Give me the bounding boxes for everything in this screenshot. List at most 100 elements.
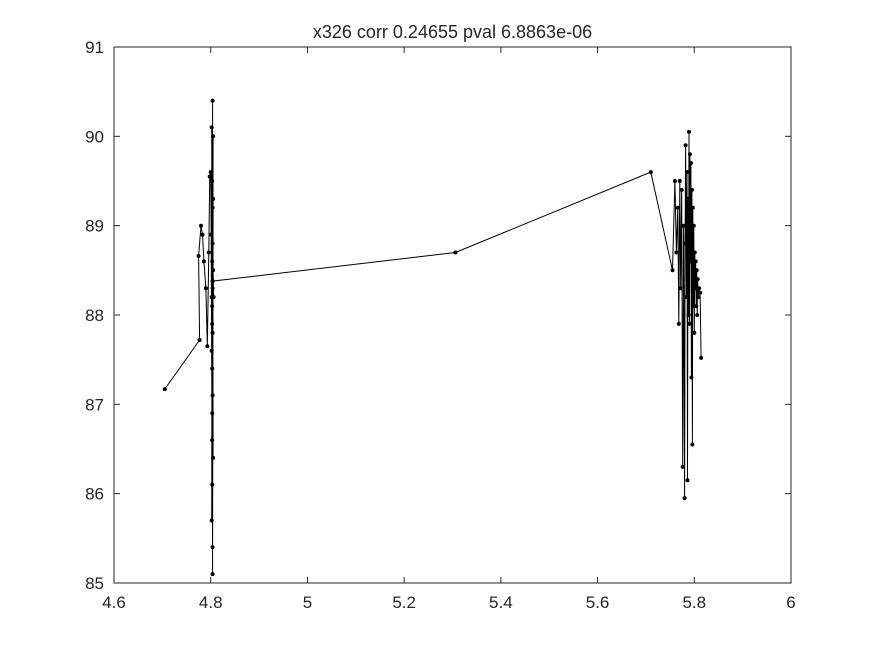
- y-tick-label: 85: [85, 574, 104, 593]
- data-point: [693, 259, 698, 264]
- data-point: [695, 313, 700, 317]
- data-point: [211, 455, 216, 460]
- data-point: [210, 482, 215, 487]
- data-point: [689, 375, 694, 380]
- data-point: [685, 170, 689, 175]
- data-point: [690, 205, 695, 210]
- data-point: [648, 170, 653, 175]
- data-point: [203, 286, 208, 291]
- data-point: [692, 330, 697, 335]
- x-tick-label: 5.4: [489, 593, 513, 612]
- data-point: [210, 259, 215, 264]
- data-point: [210, 393, 215, 398]
- x-tick-label: 5.2: [392, 593, 416, 612]
- y-axis: 85 86 87 88 89 90 91: [85, 38, 791, 593]
- data-point: [675, 205, 680, 210]
- data-point: [681, 223, 686, 228]
- data-point: [209, 348, 214, 353]
- data-point: [674, 250, 679, 255]
- data-point: [210, 438, 215, 443]
- data-point: [679, 187, 684, 192]
- data-point: [685, 478, 690, 483]
- data-point: [206, 250, 211, 255]
- data-point: [210, 179, 215, 183]
- x-tick-label: 5.6: [586, 593, 610, 612]
- series-line: [164, 100, 702, 575]
- data-point: [676, 321, 681, 326]
- data-point: [687, 129, 691, 134]
- data-point: [210, 98, 215, 103]
- data-point: [199, 223, 203, 228]
- data-point: [208, 170, 213, 175]
- data-point: [207, 174, 212, 179]
- data-point: [680, 464, 685, 469]
- data-point: [686, 196, 690, 201]
- data-point: [205, 344, 210, 349]
- x-axis: 4.6 4.8 5 5.2 5.4 5.6 5.8 6: [102, 47, 796, 612]
- data-point: [687, 152, 692, 157]
- data-point: [689, 187, 694, 192]
- data-point: [210, 411, 215, 416]
- data-point: [210, 330, 215, 335]
- data-point: [691, 223, 696, 228]
- y-tick-label: 91: [85, 38, 104, 57]
- data-point: [211, 134, 216, 139]
- x-tick-label: 4.6: [102, 593, 126, 612]
- data-point: [684, 295, 689, 300]
- data-point: [209, 232, 214, 237]
- y-tick-label: 86: [85, 485, 104, 504]
- data-point: [196, 254, 201, 258]
- data-point: [698, 290, 703, 295]
- data-point: [211, 295, 216, 300]
- data-point: [687, 321, 692, 326]
- data-point: [210, 304, 215, 309]
- data-point: [690, 442, 695, 447]
- plot-area: [113, 46, 792, 584]
- data-point: [692, 250, 697, 255]
- data-point: [696, 295, 701, 300]
- data-point: [683, 241, 688, 246]
- data-point: [697, 286, 702, 291]
- data-point: [162, 387, 167, 392]
- data-point: [200, 232, 205, 237]
- data-point: [670, 268, 675, 273]
- data-point: [678, 286, 683, 291]
- data-point: [694, 268, 699, 273]
- y-tick-label: 88: [85, 306, 104, 325]
- data-point: [688, 161, 693, 166]
- data-point: [672, 179, 677, 183]
- data-point: [699, 355, 704, 360]
- data-point: [682, 496, 687, 501]
- data-point: [210, 205, 215, 210]
- data-point: [210, 241, 215, 246]
- y-tick-label: 87: [85, 395, 104, 414]
- data-point: [693, 286, 698, 291]
- y-tick-label: 89: [85, 217, 104, 236]
- x-tick-label: 6: [786, 593, 795, 612]
- data-point: [210, 572, 215, 577]
- data-point: [688, 259, 693, 264]
- data-point: [210, 286, 215, 291]
- data-point: [686, 313, 691, 317]
- x-tick-label: 5.8: [682, 593, 706, 612]
- data-point: [677, 179, 682, 183]
- y-tick-label: 90: [85, 127, 104, 146]
- data-point: [691, 304, 696, 309]
- data-point: [210, 545, 215, 550]
- data-point: [210, 321, 215, 326]
- data-point: [683, 143, 688, 148]
- data-point: [211, 268, 216, 273]
- data-point: [197, 338, 202, 342]
- chart-title: x326 corr 0.24655 pval 6.8863e-06: [313, 22, 592, 42]
- x-tick-label: 5: [303, 593, 312, 612]
- x-tick-label: 4.8: [199, 593, 223, 612]
- data-point: [209, 518, 214, 523]
- data-point: [209, 125, 214, 130]
- data-point: [453, 250, 458, 255]
- data-point: [210, 366, 215, 371]
- data-point: [211, 196, 216, 201]
- data-point: [210, 279, 215, 284]
- data-point: [201, 259, 206, 264]
- data-point: [695, 277, 700, 282]
